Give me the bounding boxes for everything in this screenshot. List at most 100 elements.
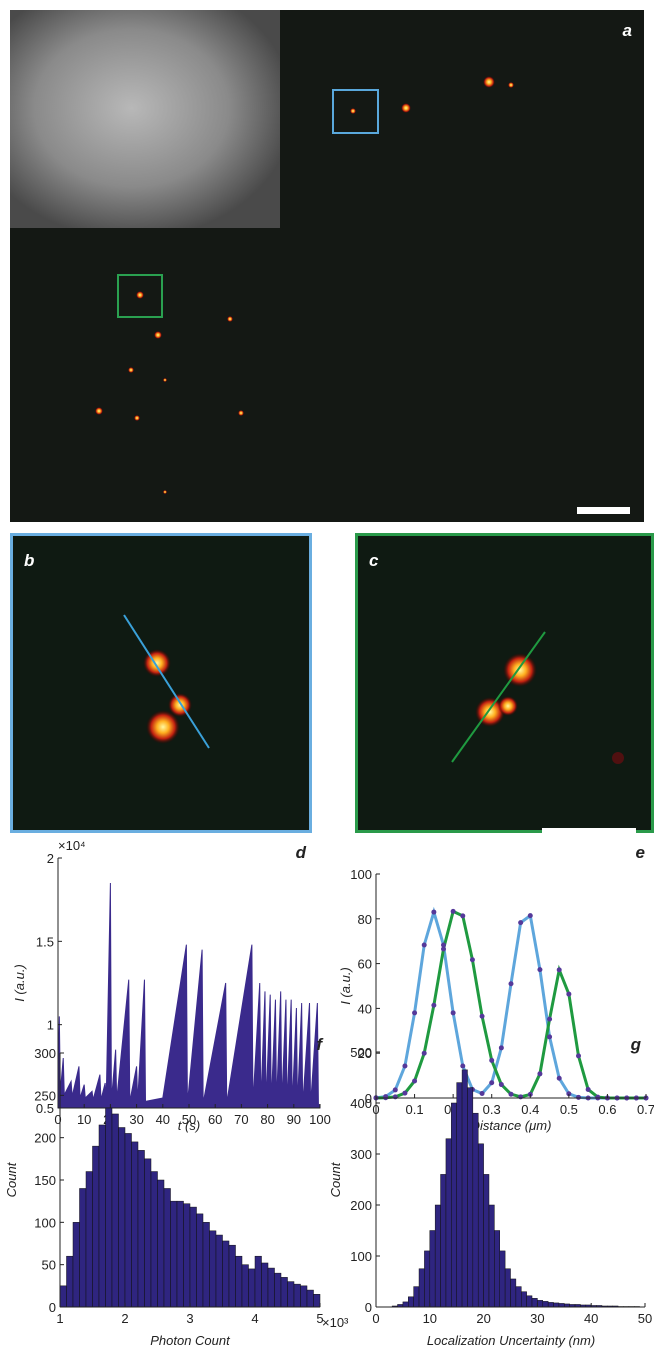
hist-bar: [306, 1289, 314, 1308]
data-point: [508, 1091, 514, 1097]
hist-bar: [456, 1082, 463, 1308]
panel-label: b: [24, 551, 34, 570]
x-tick-label: 4: [251, 1311, 258, 1326]
widefield-inset: [10, 10, 280, 228]
x-tick-label: 0.1: [406, 1102, 424, 1117]
hist-bar: [118, 1127, 126, 1308]
hist-bar: [215, 1234, 223, 1308]
y-tick-label: 200: [350, 1198, 372, 1213]
x-tick-label: 40: [156, 1112, 170, 1127]
data-point: [566, 1091, 572, 1097]
x-tick-label: 50: [638, 1311, 652, 1326]
hist-bar: [183, 1203, 191, 1308]
x-tick-label: 70: [234, 1112, 248, 1127]
hist-bar: [111, 1113, 119, 1308]
x-tick-label: 80: [260, 1112, 274, 1127]
data-point: [392, 1094, 398, 1100]
data-point: [498, 1045, 504, 1051]
hist-bar: [547, 1302, 554, 1308]
y-tick-label: 500: [350, 1045, 372, 1060]
data-point: [431, 1002, 437, 1008]
data-point: [537, 967, 543, 973]
hist-bar: [202, 1222, 210, 1308]
x-multiplier: ×10³: [322, 1315, 349, 1330]
hist-bar: [467, 1087, 474, 1308]
y-tick-label: 100: [34, 1215, 56, 1230]
image-background: [355, 533, 654, 833]
y-tick-label: 80: [358, 912, 372, 927]
hist-bar: [537, 1300, 544, 1308]
hist-bar: [228, 1244, 236, 1308]
y-tick-label: 1.5: [36, 934, 54, 949]
data-point: [412, 1010, 418, 1016]
y-tick-label: 100: [350, 867, 372, 882]
profile-line: [123, 614, 210, 749]
spot: [146, 710, 180, 744]
hist-bar: [445, 1138, 452, 1308]
panel-b: b: [10, 533, 312, 833]
y-tick-label: 150: [34, 1173, 56, 1188]
x-tick-label: 30: [530, 1311, 544, 1326]
hist-bar: [79, 1188, 87, 1308]
data-point: [537, 1071, 543, 1077]
hist-bar: [137, 1150, 145, 1308]
hist-bar: [150, 1171, 158, 1308]
panel-label: c: [369, 551, 379, 570]
hist-bar: [66, 1255, 74, 1308]
y-tick-label: 200: [34, 1131, 56, 1146]
hist-bar: [248, 1268, 256, 1308]
hist-bar: [521, 1291, 527, 1308]
data-point: [518, 920, 524, 926]
hist-bar: [254, 1255, 262, 1308]
panel-c: c: [355, 533, 654, 836]
data-point: [402, 1063, 408, 1069]
hist-bar: [483, 1174, 490, 1308]
hist-bar: [526, 1295, 533, 1308]
hist-bar: [424, 1250, 431, 1308]
x-tick-label: 90: [287, 1112, 301, 1127]
data-point: [489, 1080, 495, 1086]
data-point: [450, 908, 456, 914]
hist-bar: [92, 1145, 100, 1308]
data-point: [392, 1087, 398, 1093]
data-point: [441, 946, 446, 952]
data-point: [566, 991, 572, 997]
data-point: [489, 1057, 495, 1063]
data-point: [460, 913, 466, 919]
y-tick-label: 0: [365, 1300, 372, 1315]
profile-line: [451, 631, 546, 763]
hist-bar: [170, 1200, 178, 1308]
data-point: [585, 1086, 591, 1092]
panel-a: a: [10, 10, 644, 522]
scale-bar: [577, 507, 630, 514]
hist-bar: [163, 1188, 171, 1308]
y-tick-label: 0: [365, 1091, 372, 1106]
hist-bar: [408, 1296, 414, 1308]
hist-bar: [418, 1268, 425, 1308]
x-tick-label: 0.5: [560, 1102, 578, 1117]
y-tick-label: 0: [49, 1300, 56, 1315]
y-axis-label: Count: [328, 1161, 343, 1197]
hist-bar: [267, 1267, 275, 1308]
hist-bar: [261, 1262, 269, 1308]
x-tick-label: 3: [186, 1311, 193, 1326]
data-point: [576, 1053, 581, 1059]
hist-bar: [515, 1286, 522, 1308]
x-tick-label: 2: [121, 1311, 128, 1326]
y-tick-label: 50: [42, 1258, 56, 1273]
y-tick-label: 60: [358, 957, 372, 972]
hist-bar: [477, 1143, 484, 1308]
x-tick-label: 20: [476, 1311, 490, 1326]
data-point: [450, 1010, 456, 1016]
x-tick-label: 10: [77, 1112, 91, 1127]
y-axis-label: I (a.u.): [338, 967, 353, 1005]
x-tick-label: 30: [129, 1112, 143, 1127]
x-tick-label: 0.6: [598, 1102, 616, 1117]
scale-bar: [542, 828, 636, 836]
y-tick-label: 0.5: [36, 1101, 54, 1116]
hist-bar: [472, 1112, 479, 1308]
hist-bar: [222, 1240, 230, 1308]
data-point: [479, 1013, 485, 1019]
y-tick-label: 100: [350, 1249, 372, 1264]
